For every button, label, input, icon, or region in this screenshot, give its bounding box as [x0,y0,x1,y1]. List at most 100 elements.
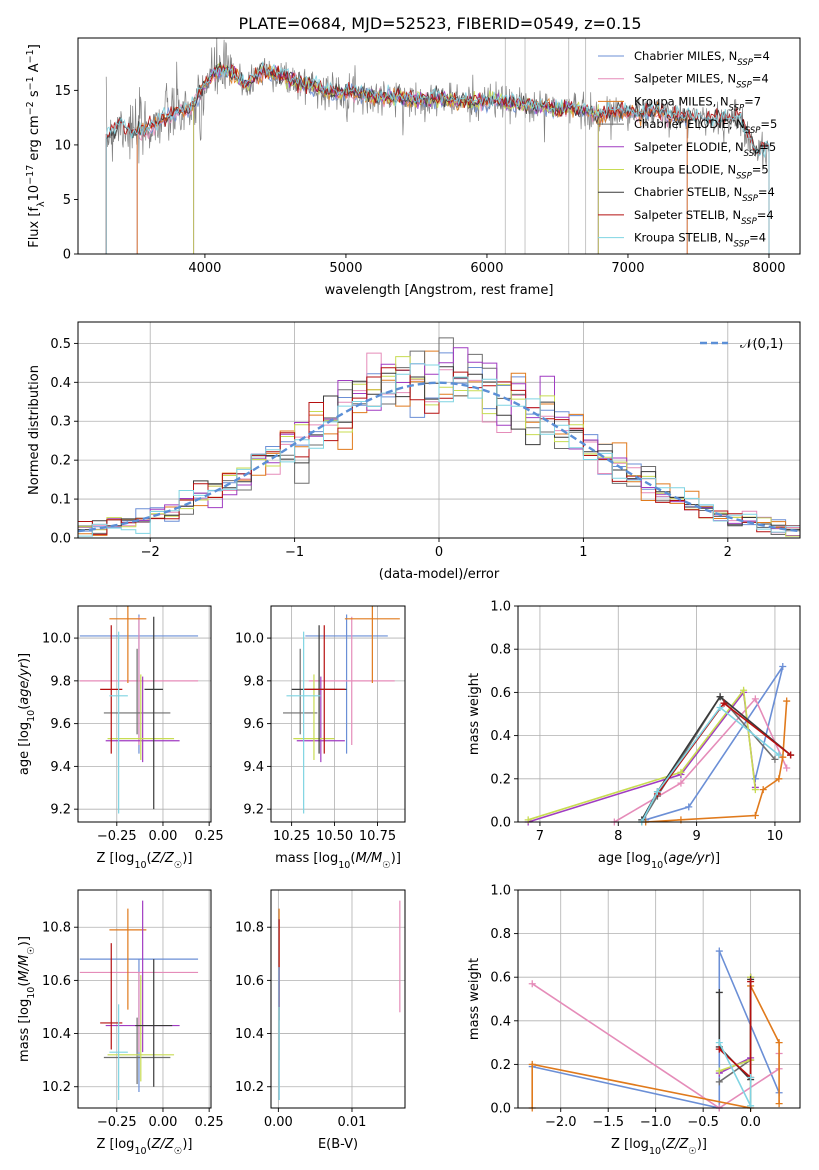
model-spectrum-chabrier-stelib [105,61,770,254]
mass_vs_ebv-frame [270,889,406,1109]
age_vs_mass-frame [270,605,406,823]
mass_vs_ebv-ytick-label: 10.4 [235,1027,264,1042]
legend-entry-count: =4 [757,208,774,222]
weight_vs_age-ytick-label: 0.8 [490,643,511,658]
legend-entry: Kroupa STELIB, NSSP=4 [634,231,766,250]
spectrum-y-label-part: 10 [27,185,42,202]
age_vs_Z-y-label-part: age/yr [17,661,32,704]
age_vs_Z-xtick-label: −0.25 [97,829,137,844]
weight_vs_age-x-label-part: ( [663,851,668,866]
weight-point-marker [775,1039,783,1047]
weight_vs_Z-x-label-part: Z/Z [665,1137,689,1152]
weight-point-marker [779,753,787,761]
legend-entry-count: =4 [752,72,769,86]
legend-entry-sub: SSP [736,172,752,182]
age_vs_mass-x-label-part: ( [350,851,355,866]
mass_vs_Z-xtick-label: −0.25 [97,1115,137,1130]
residuals-xtick-label: −2 [141,545,160,560]
weight-point-marker [653,788,661,796]
age_vs_Z-ytick-label: 9.6 [50,717,71,732]
mass_vs_Z-ytick-label: 10.6 [42,974,71,989]
age_vs_mass-x-label-part: 10 [338,860,350,871]
age_vs_Z-x-label: Z [log10(Z/Z☉)] [97,851,193,871]
age_vs_mass-xtick-label: 10.25 [273,829,310,844]
residual-histogram-plot: −2 −1 0 1 2 0.0 0.1 0.2 0.3 0.4 0.5 (data-model)/er… [27,321,801,582]
weight_vs_age-frame [517,605,801,823]
figure-title: PLATE=0684, MJD=52523, FIBERID=0549, z=0… [238,14,641,33]
weight_vs_age-ytick-label: 0.0 [490,816,511,831]
weight-point-marker [775,775,783,783]
mass_vs_ebv-xtick-label: 0.01 [338,1115,367,1130]
weight_vs_age-x-label-part: age [log [598,851,651,866]
legend-entry-sub: SSP [737,58,753,68]
legend-entry: Salpeter ELODIE, NSSP=5 [634,140,776,159]
mass-vs-extinction-plot: 0.00 0.01 10.2 10.4 10.6 10.8 E(B-V) [235,889,406,1152]
residuals-ytick-label: 0.5 [50,337,71,352]
mass_vs_Z-ytick-label: 10.4 [42,1027,71,1042]
mass_vs_Z-y-label-part: mass [log [17,999,32,1062]
spectrum-y-label-part: erg cm [27,115,42,164]
age_vs_mass-xtick-label: 10.75 [359,829,396,844]
mass_vs_Z-x-label-part: )] [182,1137,192,1152]
legend-entry-text: Kroupa ELODIE, N [634,163,736,177]
spectrum-lines [105,38,770,254]
weight_vs_age-ytick-label: 1.0 [490,600,511,615]
weight_vs_Z-x-label-part: 10 [649,1146,661,1157]
residuals-ytick-label: 0.2 [50,454,71,469]
spectrum-y-label-part: −1 [25,49,36,63]
legend-entry: Chabrier MILES, NSSP=4 [634,49,770,68]
legend-entry-text: Chabrier ELODIE, N [634,117,745,131]
age_vs_mass-ytick-label: 9.2 [243,803,264,818]
mass_vs_Z-x-label-part: Z [log [97,1137,135,1152]
mass_vs_Z-x-label-part: ☉ [174,1146,183,1157]
weight-point-marker [740,686,748,694]
residuals-ytick-label: 0.1 [50,493,71,508]
model-spectrum-kroupa-miles [136,64,688,254]
weight_vs_age-xtick-label: 10 [767,829,784,844]
age_vs_Z-x-label-part: ( [147,851,152,866]
weight-line-kroupa-elodie [527,688,757,821]
weight_vs_age-x-label: age [log10(age/yr)] [598,851,720,871]
spectrum-frame [77,37,801,255]
legend-entry-sub: SSP [742,194,758,204]
weight_vs_age-y-label: mass weight [467,673,482,755]
legend-entry-text: Kroupa MILES, N [634,94,729,108]
weight-point-marker [751,786,759,794]
mass_vs_Z-points [79,900,199,1101]
legend-entry-sub: SSP [736,81,752,91]
weight-point-marker [715,1045,723,1053]
age_vs_mass-x-label-part: M/M [355,851,382,866]
weight_vs_age-x-label-part: age/yr [668,851,711,866]
spectrum-xtick-label: 4000 [188,261,221,276]
legend-entry: Salpeter MILES, NSSP=4 [634,72,769,91]
mass_vs_Z-y-label-part: )] [17,936,32,946]
spectrum-ytick-label: 10 [54,138,71,153]
weight-line-salpeter-miles [613,697,788,823]
residuals-xtick-label: 1 [579,545,587,560]
residuals-xtick-label: 2 [724,545,732,560]
weight_vs_Z-lines [528,947,783,1112]
age_vs_Z-ytick-label: 10.0 [42,632,71,647]
spectrum-xtick-label: 8000 [752,261,785,276]
weight-point-marker [751,775,759,783]
mass_vs_Z-ytick-label: 10.2 [42,1080,71,1095]
mass_vs_Z-x-label-part: ( [147,1137,152,1152]
weight-point-marker [775,1100,783,1108]
weight_vs_Z-ytick-label: 0.0 [490,1102,511,1117]
weight_vs_Z-xtick-label: −2.0 [545,1115,577,1130]
weight_vs_Z-xtick-label: −1.0 [640,1115,672,1130]
weight_vs_age-x-label-part: 10 [651,860,663,871]
age_vs_Z-y-label-part: ( [17,705,32,710]
weight-point-marker [759,786,767,794]
residuals-xtick-label: −1 [285,545,304,560]
age_vs_Z-ytick-label: 9.4 [50,760,71,775]
mass_vs_Z-frame [77,889,212,1109]
weight_vs_age-ytick-label: 0.6 [490,686,511,701]
age_vs_mass-xtick-label: 10.50 [316,829,353,844]
weight_vs_Z-xtick-label: −0.5 [687,1115,719,1130]
weight_vs_Z-ytick-label: 0.4 [490,1014,511,1029]
mass_vs_ebv-xtick-label: 0.00 [264,1115,293,1130]
residuals-ytick-label: 0.0 [50,532,71,547]
